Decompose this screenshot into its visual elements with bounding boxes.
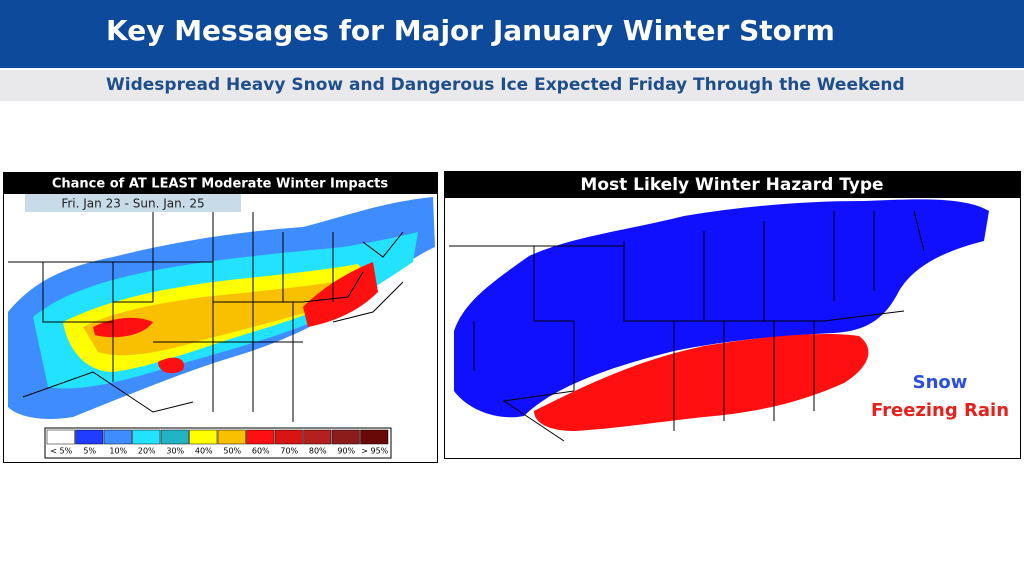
legend-label: 90%	[337, 447, 355, 456]
legend-swatch	[274, 429, 303, 445]
map-title-bar	[3, 172, 438, 194]
snow-area	[454, 199, 989, 418]
header-bar: Key Messages for Major January Winter St…	[0, 0, 1024, 68]
subtitle-bar: Widespread Heavy Snow and Dangerous Ice …	[0, 70, 1024, 101]
state-borders	[8, 212, 404, 422]
legend-label: 80%	[309, 447, 327, 456]
legend-swatch	[46, 429, 75, 445]
legend-swatch	[75, 429, 104, 445]
title: Key Messages for Major January Winter St…	[106, 14, 835, 47]
left-map: Chance of AT LEAST Moderate Winter Impac…	[3, 172, 438, 463]
legend-swatch	[160, 429, 189, 445]
legend-swatch	[246, 429, 275, 445]
map-title: Chance of AT LEAST Moderate Winter Impac…	[52, 177, 389, 192]
legend-swatch	[360, 429, 389, 445]
impact-area	[83, 280, 353, 356]
legend-swatch	[303, 429, 332, 445]
date-range: Fri. Jan 23 - Sun. Jan. 25	[61, 197, 204, 211]
legend-swatch	[189, 429, 218, 445]
state-borders	[449, 210, 925, 442]
legend-label: 20%	[138, 447, 156, 456]
legend-label: 5%	[83, 447, 96, 456]
legend-label: > 95%	[361, 447, 388, 456]
legend-swatch	[103, 429, 132, 445]
right-map: Most Likely Winter Hazard Type Snow Freez…	[444, 171, 1021, 459]
map-title: Most Likely Winter Hazard Type	[580, 175, 883, 195]
legend-swatch	[217, 429, 246, 445]
legend-swatch	[132, 429, 161, 445]
freezing-rain-area	[534, 334, 869, 431]
legend: < 5% 5% 10% 20% 30% 40% 50% 60% 70% 80% 90% > 95%	[44, 427, 392, 459]
legend-label: 70%	[280, 447, 298, 456]
legend-label: < 5%	[50, 447, 72, 456]
legend-label: 30%	[166, 447, 184, 456]
legend-swatch	[331, 429, 360, 445]
map-title-bar	[444, 171, 1021, 198]
subtitle: Widespread Heavy Snow and Dangerous Ice …	[106, 75, 905, 95]
legend-label: 60%	[252, 447, 270, 456]
legend-label: Freezing Rain	[871, 400, 1009, 421]
legend-label: 50%	[223, 447, 241, 456]
legend-label: 10%	[109, 447, 127, 456]
date-box	[25, 194, 241, 212]
legend-label: Snow	[913, 372, 968, 393]
impact-area	[93, 317, 184, 374]
legend-label: 40%	[195, 447, 213, 456]
legend: Snow Freezing Rain	[871, 372, 1009, 421]
